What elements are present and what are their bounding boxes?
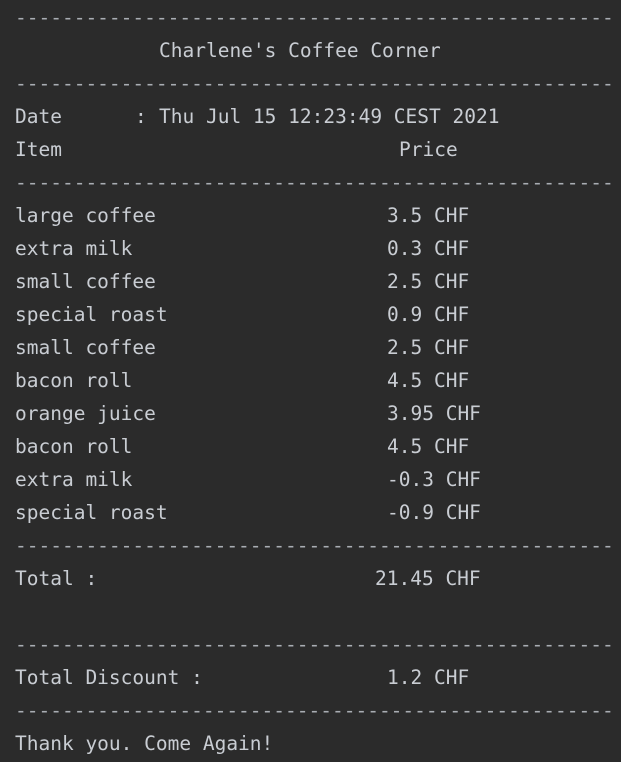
item-price: 2.5 CHF bbox=[387, 336, 470, 359]
date-label: Date bbox=[15, 105, 62, 128]
separator-line: ----------------------------------------… bbox=[15, 633, 613, 656]
separator-line: ----------------------------------------… bbox=[15, 534, 613, 557]
date-value: Thu Jul 15 12:23:49 CEST 2021 bbox=[159, 105, 500, 128]
item-name: small coffee bbox=[15, 336, 156, 359]
item-price: 2.5 CHF bbox=[387, 270, 470, 293]
item-price: 4.5 CHF bbox=[387, 435, 470, 458]
date-colon: : bbox=[135, 105, 147, 128]
item-name: bacon roll bbox=[15, 369, 133, 392]
total-value: 21.45 CHF bbox=[375, 567, 481, 590]
item-price: 0.3 CHF bbox=[387, 237, 470, 260]
footer-message: Thank you. Come Again! bbox=[15, 732, 274, 755]
item-name: extra milk bbox=[15, 237, 133, 260]
item-price: 3.95 CHF bbox=[387, 402, 481, 425]
discount-value: 1.2 CHF bbox=[387, 666, 470, 689]
item-price: -0.9 CHF bbox=[387, 501, 481, 524]
item-name: orange juice bbox=[15, 402, 156, 425]
separator-line: ----------------------------------------… bbox=[15, 699, 613, 722]
separator-line: ----------------------------------------… bbox=[15, 6, 613, 29]
item-name: bacon roll bbox=[15, 435, 133, 458]
item-price: 0.9 CHF bbox=[387, 303, 470, 326]
price-column-header: Price bbox=[399, 138, 458, 161]
separator-line: ----------------------------------------… bbox=[15, 171, 613, 194]
receipt-title: Charlene's Coffee Corner bbox=[159, 39, 441, 62]
item-name: extra milk bbox=[15, 468, 133, 491]
discount-label: Total Discount : bbox=[15, 666, 203, 689]
item-price: -0.3 CHF bbox=[387, 468, 481, 491]
item-column-header: Item bbox=[15, 138, 62, 161]
separator-line: ----------------------------------------… bbox=[15, 72, 613, 95]
item-name: large coffee bbox=[15, 204, 156, 227]
item-name: small coffee bbox=[15, 270, 156, 293]
item-price: 4.5 CHF bbox=[387, 369, 470, 392]
item-name: special roast bbox=[15, 501, 168, 524]
total-label: Total : bbox=[15, 567, 98, 590]
item-price: 3.5 CHF bbox=[387, 204, 470, 227]
item-name: special roast bbox=[15, 303, 168, 326]
